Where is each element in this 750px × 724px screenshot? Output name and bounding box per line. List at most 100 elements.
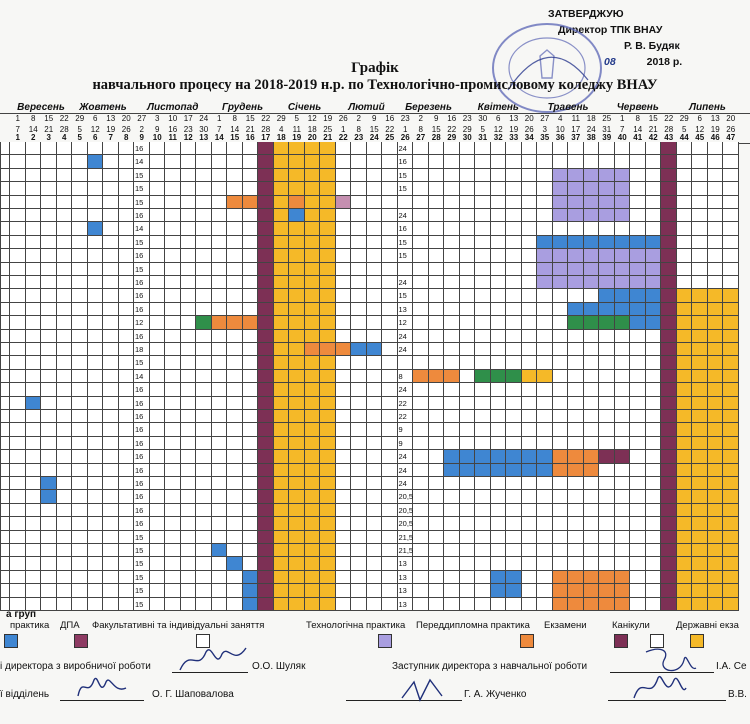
schedule-cell bbox=[428, 155, 444, 169]
schedule-cell bbox=[227, 155, 243, 169]
schedule-cell bbox=[25, 517, 41, 531]
schedule-cell bbox=[335, 584, 351, 598]
schedule-cell bbox=[41, 383, 57, 397]
schedule-cell bbox=[537, 302, 553, 317]
group-row-label bbox=[0, 477, 10, 491]
week-start-day: 4 bbox=[558, 114, 563, 123]
schedule-cell bbox=[428, 329, 444, 343]
schedule-cell bbox=[320, 396, 336, 410]
schedule-cell bbox=[397, 142, 413, 156]
schedule-cell bbox=[351, 302, 367, 317]
schedule-cell bbox=[335, 530, 351, 544]
schedule-cell bbox=[320, 316, 336, 330]
schedule-cell bbox=[444, 182, 460, 196]
schedule-cell bbox=[289, 383, 305, 397]
schedule-cell bbox=[180, 383, 196, 397]
sem1-week-count: 16 bbox=[135, 465, 144, 475]
schedule-cell bbox=[56, 503, 72, 518]
schedule-cell bbox=[366, 450, 382, 464]
schedule-cell bbox=[661, 329, 677, 343]
schedule-cell bbox=[490, 343, 506, 357]
schedule-cell bbox=[56, 356, 72, 370]
schedule-cell bbox=[227, 383, 243, 397]
schedule-cell bbox=[521, 544, 537, 558]
schedule-cell bbox=[614, 530, 630, 544]
schedule-cell bbox=[723, 195, 739, 209]
schedule-cell bbox=[103, 168, 119, 183]
schedule-cell bbox=[444, 597, 460, 611]
schedule-cell bbox=[227, 235, 243, 250]
legend-labels: практика ДПА Факультативні та індивідуальн… bbox=[0, 620, 750, 632]
schedule-cell bbox=[599, 530, 615, 544]
schedule-cell bbox=[599, 168, 615, 183]
schedule-cell bbox=[56, 302, 72, 317]
schedule-cell bbox=[335, 343, 351, 357]
schedule-cell bbox=[41, 168, 57, 183]
schedule-cell bbox=[25, 262, 41, 276]
schedule-cell bbox=[227, 490, 243, 504]
schedule-cell bbox=[630, 383, 646, 397]
schedule-cell bbox=[258, 517, 274, 531]
week-number: 29 bbox=[447, 133, 457, 142]
schedule-cell bbox=[645, 369, 661, 384]
schedule-cell bbox=[521, 276, 537, 290]
schedule-cell bbox=[134, 155, 150, 169]
sem1-week-count: 16 bbox=[135, 452, 144, 462]
schedule-cell bbox=[614, 503, 630, 518]
schedule-cell bbox=[692, 544, 708, 558]
schedule-cell bbox=[273, 517, 289, 531]
schedule-cell bbox=[568, 463, 584, 477]
schedule-cell bbox=[196, 142, 212, 156]
schedule-cell bbox=[103, 450, 119, 464]
schedule-cell bbox=[25, 463, 41, 477]
sem2-week-count: 24 bbox=[398, 479, 407, 488]
schedule-cell bbox=[490, 410, 506, 424]
schedule-cell bbox=[661, 155, 677, 169]
group-row-label bbox=[0, 289, 10, 303]
schedule-cell bbox=[320, 195, 336, 209]
sem2-week-count: 16 bbox=[398, 157, 407, 167]
sem1-week-count: 14 bbox=[135, 371, 144, 381]
schedule-cell bbox=[351, 142, 367, 156]
schedule-cell bbox=[614, 383, 630, 397]
schedule-cell bbox=[490, 262, 506, 276]
schedule-cell bbox=[56, 383, 72, 397]
schedule-cell bbox=[304, 209, 320, 223]
schedule-cell bbox=[25, 329, 41, 343]
schedule-cell bbox=[661, 209, 677, 223]
schedule-cell bbox=[475, 383, 491, 397]
schedule-cell bbox=[134, 369, 150, 384]
schedule-cell bbox=[134, 329, 150, 343]
week-number: 34 bbox=[524, 133, 534, 142]
schedule-cell bbox=[397, 463, 413, 477]
schedule-cell bbox=[537, 289, 553, 303]
schedule-cell bbox=[428, 410, 444, 424]
week-number: 41 bbox=[633, 133, 643, 142]
schedule-cell bbox=[320, 329, 336, 343]
schedule-cell bbox=[56, 182, 72, 196]
schedule-cell bbox=[459, 436, 475, 451]
schedule-cell bbox=[10, 195, 26, 209]
schedule-cell bbox=[134, 343, 150, 357]
schedule-cell bbox=[165, 570, 181, 585]
schedule-cell bbox=[149, 369, 165, 384]
schedule-cell bbox=[413, 597, 429, 611]
week-start-day: 20 bbox=[524, 114, 534, 123]
week-number: 26 bbox=[400, 133, 410, 142]
week-end-day: 28 bbox=[59, 125, 69, 134]
schedule-cell bbox=[304, 396, 320, 410]
schedule-cell bbox=[25, 490, 41, 504]
week-end-day: 8 bbox=[418, 125, 423, 134]
schedule-cell bbox=[397, 503, 413, 518]
schedule-cell bbox=[41, 182, 57, 196]
schedule-cell bbox=[304, 517, 320, 531]
schedule-cell bbox=[273, 356, 289, 370]
week-start-day: 15 bbox=[44, 114, 54, 123]
schedule-cell bbox=[196, 209, 212, 223]
schedule-cell bbox=[211, 235, 227, 250]
schedule-cell bbox=[676, 155, 692, 169]
schedule-cell bbox=[676, 356, 692, 370]
schedule-cell bbox=[630, 517, 646, 531]
schedule-cell bbox=[537, 597, 553, 611]
schedule-cell bbox=[382, 329, 398, 343]
